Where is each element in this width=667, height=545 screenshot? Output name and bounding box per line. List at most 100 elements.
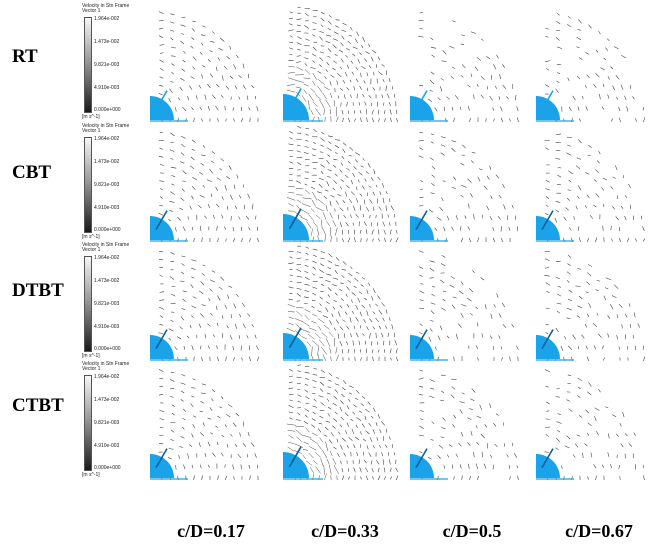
velocity-vector: [169, 276, 175, 280]
velocity-vector: [498, 96, 501, 100]
velocity-vector: [200, 313, 205, 318]
velocity-vector: [601, 106, 605, 110]
velocity-vector: [587, 476, 589, 480]
velocity-vector: [431, 174, 435, 178]
velocity-vector: [288, 404, 294, 408]
velocity-vector: [395, 348, 398, 354]
velocity-vector: [323, 434, 328, 437]
velocity-vector: [557, 174, 562, 178]
velocity-vector: [428, 209, 434, 213]
velocity-vector: [246, 95, 249, 101]
velocity-vector: [567, 23, 571, 28]
legend-title: Velocity in Stn Frame: [82, 123, 130, 129]
velocity-vector: [585, 291, 589, 294]
velocity-vector: [189, 325, 192, 329]
velocity-vector: [227, 444, 229, 448]
velocity-vector: [346, 168, 350, 171]
velocity-vector: [305, 140, 309, 142]
velocity-vector: [429, 157, 434, 161]
velocity-vector: [461, 154, 465, 156]
velocity-vector: [328, 141, 332, 145]
vector-field-plot: [536, 369, 645, 480]
velocity-vector: [460, 431, 464, 437]
velocity-vector: [310, 67, 316, 69]
velocity-vector: [169, 210, 174, 212]
velocity-vector: [312, 379, 317, 383]
velocity-vector: [346, 87, 350, 91]
velocity-vector: [325, 189, 329, 192]
velocity-vector: [556, 63, 562, 66]
velocity-vector: [168, 337, 172, 341]
velocity-vector: [567, 16, 571, 19]
velocity-vector: [311, 418, 316, 421]
velocity-vector: [308, 100, 310, 110]
velocity-vector: [566, 307, 572, 311]
velocity-vector: [373, 72, 375, 76]
velocity-vector: [621, 324, 623, 329]
velocity-vector: [345, 48, 351, 51]
velocity-vector: [312, 101, 319, 107]
velocity-vector: [556, 184, 562, 186]
velocity-vector: [355, 66, 358, 71]
velocity-vector: [228, 165, 232, 170]
velocity-vector: [160, 188, 164, 191]
velocity-vector: [233, 238, 235, 242]
velocity-vector: [578, 57, 583, 60]
velocity-vector: [180, 152, 185, 156]
velocity-vector: [170, 166, 177, 169]
velocity-vector: [296, 66, 304, 71]
velocity-vector: [220, 276, 225, 281]
velocity-vector: [335, 116, 339, 122]
velocity-vector: [327, 386, 332, 388]
velocity-vector: [568, 345, 573, 350]
legend-tick: 0.000e+000: [94, 227, 121, 233]
impeller-blade: [415, 210, 428, 231]
velocity-vector: [355, 38, 358, 44]
velocity-vector: [305, 133, 309, 136]
velocity-vector: [628, 303, 631, 307]
velocity-vector: [545, 307, 550, 309]
velocity-vector: [508, 464, 511, 469]
velocity-vector: [371, 349, 374, 353]
velocity-vector: [340, 221, 342, 228]
velocity-vector: [633, 312, 636, 318]
velocity-vector: [191, 139, 196, 143]
velocity-vector: [226, 176, 231, 180]
velocity-vector: [613, 46, 619, 50]
velocity-vector: [294, 318, 304, 323]
velocity-vector: [544, 274, 550, 277]
velocity-vector: [202, 422, 205, 427]
velocity-vector: [382, 78, 385, 83]
velocity-vector: [175, 227, 177, 232]
velocity-vector: [347, 348, 350, 354]
velocity-vector: [514, 453, 518, 459]
velocity-vector: [377, 176, 381, 180]
velocity-vector: [319, 276, 323, 279]
legend-title: Velocity in Stn Frame: [82, 3, 130, 9]
velocity-vector: [183, 408, 186, 412]
velocity-vector: [594, 407, 600, 411]
velocity-vector: [624, 195, 628, 199]
velocity-vector: [514, 94, 517, 101]
velocity-vector: [461, 392, 465, 395]
velocity-vector: [310, 208, 315, 213]
velocity-vector: [506, 454, 509, 458]
velocity-vector: [437, 335, 441, 341]
impeller-blade: [415, 90, 428, 111]
velocity-vector: [598, 30, 601, 35]
vector-field-plot: [150, 369, 259, 480]
velocity-vector: [642, 107, 645, 111]
velocity-vector: [191, 149, 196, 151]
velocity-vector: [511, 204, 514, 209]
velocity-vector: [159, 324, 163, 326]
velocity-vector: [301, 203, 311, 207]
velocity-vector: [189, 205, 192, 210]
velocity-vector: [369, 333, 371, 339]
velocity-vector: [360, 476, 362, 480]
velocity-vector: [209, 50, 213, 52]
velocity-vector: [241, 237, 243, 242]
velocity-vector: [226, 325, 229, 329]
velocity-vector: [361, 277, 366, 280]
velocity-vector: [493, 118, 495, 122]
velocity-vector: [470, 160, 474, 164]
